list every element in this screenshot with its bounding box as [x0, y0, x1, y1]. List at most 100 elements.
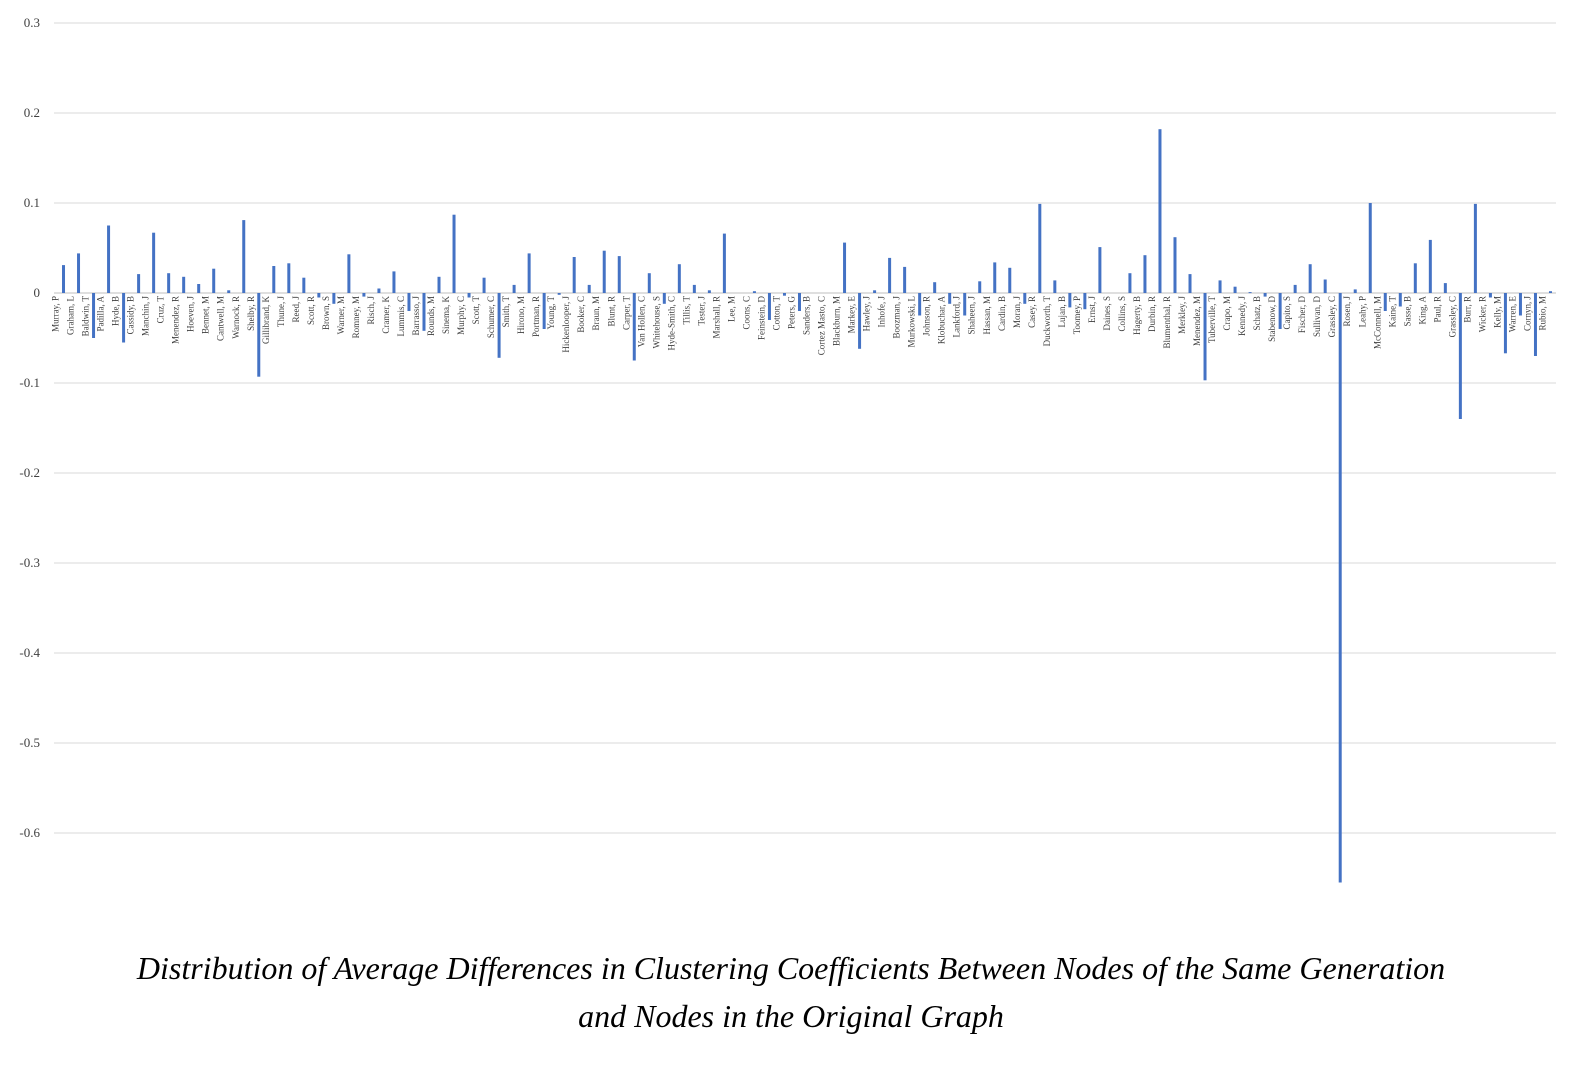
x-category-label: Wicker, R [1477, 296, 1487, 332]
bar [993, 262, 997, 293]
x-category-label: Blumenthal, R [1162, 296, 1172, 349]
x-category-label: Warren, E [1507, 296, 1517, 333]
x-category-label: Kennedy, J [1237, 296, 1247, 336]
bar [1353, 289, 1357, 293]
x-category-label: Kaine, T [1387, 296, 1397, 328]
x-category-label: Sullivan, D [1312, 296, 1322, 338]
x-category-label: Cornyn, J [1522, 296, 1532, 332]
x-category-label: Blackburn, M [832, 296, 842, 346]
x-category-label: Portman, R [531, 296, 541, 337]
bar [963, 293, 967, 316]
bar [602, 250, 606, 293]
x-category-label: Burr, R [1462, 296, 1472, 323]
bar [167, 273, 171, 293]
x-category-label: Shaheen, J [967, 296, 977, 335]
bar [287, 263, 291, 293]
bar [1323, 279, 1327, 293]
x-category-label: Graham, L [66, 296, 76, 335]
bar [317, 293, 321, 298]
bar [107, 225, 111, 293]
x-category-label: Brown, S [321, 296, 331, 330]
y-tick-label: -0.6 [19, 825, 40, 840]
x-category-label: Murkowski, L [907, 296, 917, 348]
bar [858, 293, 862, 349]
x-category-label: Scott, R [306, 296, 316, 325]
x-category-label: Cramer, K [381, 296, 391, 334]
x-category-label: Blunt, R [606, 296, 616, 327]
bar [1518, 293, 1522, 316]
bar [1218, 280, 1222, 293]
caption-line-2: and Nodes in the Original Graph [578, 998, 1004, 1034]
x-category-label: Reed, J [291, 296, 301, 323]
y-axis-tick-labels: 0.3 0.2 0.1 0 -0.1 -0.2 -0.3 -0.4 -0.5 -0.6 [19, 15, 40, 840]
x-category-label: Marshall, R [711, 296, 721, 339]
bar [1503, 293, 1507, 354]
x-category-label: Hyde-Smith, C [666, 296, 676, 351]
x-category-label: Lankford, J [952, 296, 962, 338]
x-category-label: Grassley, C [1327, 296, 1337, 337]
bar [1128, 273, 1132, 293]
bar [632, 293, 636, 361]
bar [77, 253, 81, 293]
x-category-label: Bennet, M [201, 296, 211, 334]
bar [407, 293, 411, 311]
x-category-label: Manchin, J [141, 296, 151, 336]
bar [497, 293, 501, 358]
bar [677, 264, 681, 293]
bar [542, 293, 546, 329]
x-category-label: Barrasso, J [411, 296, 421, 336]
x-category-label: Van Hollen, C [636, 296, 646, 347]
bar [662, 293, 666, 304]
x-category-label: Capito, S [1282, 296, 1292, 330]
bar [1263, 293, 1267, 297]
x-category-label: Coons, C [741, 296, 751, 330]
x-category-label: Duckworth, T [1042, 295, 1052, 346]
bar [347, 254, 351, 293]
x-category-label: Lujan, B [1057, 296, 1067, 328]
x-category-label: Boozman, J [892, 296, 902, 339]
x-category-label: McConnell, M [1372, 296, 1382, 349]
bar [152, 232, 156, 293]
x-category-label: Ernst, J [1087, 296, 1097, 323]
x-category-label: Romney, M [351, 296, 361, 338]
x-category-label: Toomey, P [1072, 296, 1082, 334]
bar [527, 253, 531, 293]
bar [587, 284, 591, 293]
x-category-label: Moran, J [1012, 296, 1022, 328]
x-category-label: Warnock, R [231, 296, 241, 339]
x-category-label: Smith, T [501, 295, 511, 327]
x-category-label: Paul, R [1432, 296, 1442, 323]
bar [437, 276, 441, 293]
x-category-label: Warner, M [336, 296, 346, 334]
bar [227, 290, 231, 293]
bar [1443, 283, 1447, 293]
x-category-label: Cotton, T [771, 296, 781, 331]
caption-line-1: Distribution of Average Differences in C… [136, 950, 1446, 986]
x-category-label: Hyde, B [111, 296, 121, 326]
bar [92, 293, 96, 338]
bar [1488, 293, 1492, 298]
y-tick-label: -0.5 [19, 735, 40, 750]
bar [1428, 239, 1432, 293]
x-category-label: Hirono, M [516, 296, 526, 334]
bar [257, 293, 261, 377]
x-category-label: Lummis, C [396, 296, 406, 337]
bar [182, 276, 186, 293]
bar [1368, 203, 1372, 293]
x-category-label: Murray, P [51, 296, 61, 332]
x-category-label: Hoeven, J [186, 296, 196, 332]
bar [888, 257, 892, 293]
bar [197, 284, 201, 293]
y-tick-label: -0.2 [19, 465, 40, 480]
bar [1473, 203, 1477, 293]
bar [137, 274, 141, 293]
x-category-label: Scott, T [471, 296, 481, 325]
bar [512, 284, 516, 293]
bar [1158, 129, 1162, 293]
x-category-label: Thune, J [276, 296, 286, 327]
x-category-label: King, A [1417, 296, 1427, 325]
bar [377, 288, 381, 293]
x-category-label: Menendez, M [1192, 296, 1202, 346]
x-category-label: Stabenow, D [1267, 296, 1277, 342]
bar [752, 291, 756, 293]
